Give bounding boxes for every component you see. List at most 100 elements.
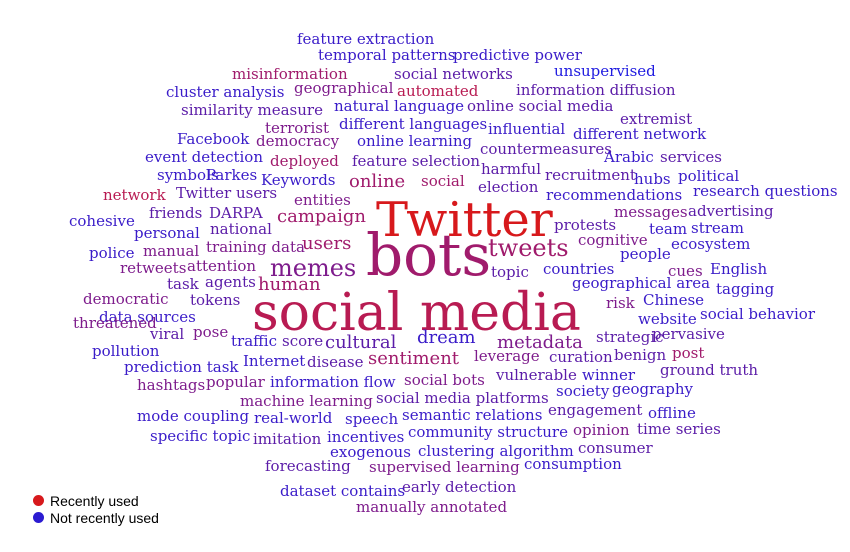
cloud-word: human — [258, 274, 321, 295]
cloud-word: pervasive — [652, 325, 725, 343]
cloud-word: similarity measure — [181, 101, 323, 119]
cloud-word: democratic — [83, 290, 168, 308]
cloud-word: Internet — [243, 352, 305, 370]
cloud-word: Chinese — [643, 291, 704, 309]
cloud-word: Twitter users — [176, 184, 277, 202]
cloud-word: manually annotated — [356, 498, 507, 516]
cloud-word: opinion — [573, 421, 630, 439]
cloud-word: harmful — [481, 160, 541, 178]
cloud-word: viral — [149, 325, 184, 343]
cloud-word: Keywords — [261, 171, 336, 189]
cloud-word: incentives — [327, 428, 404, 446]
cloud-word: hubs — [634, 170, 671, 188]
cloud-word: social bots — [404, 371, 485, 389]
cloud-word: personal — [134, 224, 200, 242]
cloud-word: network — [103, 186, 167, 204]
cloud-word: popular — [206, 373, 266, 391]
cloud-word: task — [167, 275, 200, 293]
cloud-word: social — [421, 172, 465, 190]
cloud-word: geography — [612, 380, 693, 398]
cloud-word: people — [620, 245, 671, 263]
cloud-word: extremist — [620, 110, 692, 128]
cloud-word: winner — [582, 366, 636, 384]
cloud-word: semantic relations — [402, 406, 542, 424]
cloud-word: different network — [573, 125, 707, 143]
cloud-word: cues — [668, 262, 703, 280]
cloud-word: temporal patterns — [318, 46, 455, 64]
cloud-word: clustering algorithm — [418, 442, 574, 460]
cloud-word: feature extraction — [297, 30, 435, 48]
cloud-word: vulnerable — [495, 366, 577, 384]
cloud-word: agents — [205, 273, 256, 291]
cloud-word: leverage — [474, 347, 540, 365]
cloud-word: threatened — [73, 314, 157, 332]
cloud-word: real-world — [254, 409, 333, 427]
cloud-word: website — [638, 310, 697, 328]
cloud-word: manual — [143, 242, 199, 260]
cloud-word: friends — [149, 204, 202, 222]
cloud-word: political — [678, 167, 739, 185]
cloud-word: exogenous — [330, 443, 411, 461]
cloud-word: pollution — [92, 342, 160, 360]
cloud-word: tweets — [488, 234, 569, 262]
cloud-word: online social media — [467, 97, 614, 115]
cloud-word: community structure — [408, 423, 568, 441]
cloud-word: social networks — [394, 65, 513, 83]
cloud-word: geographical — [294, 79, 394, 97]
legend-item-not-recent: Not recently used — [33, 509, 159, 526]
cloud-word: supervised learning — [369, 458, 520, 476]
cloud-word: Twitter — [376, 192, 553, 248]
cloud-word: consumption — [524, 455, 622, 473]
cloud-word: risk — [606, 294, 636, 312]
cloud-word: feature selection — [352, 152, 480, 170]
cloud-word: English — [710, 260, 768, 278]
cloud-word: retweets — [120, 259, 186, 277]
cloud-word: memes — [270, 254, 356, 282]
cloud-word: ecosystem — [671, 235, 750, 253]
cloud-word: hashtags — [137, 376, 205, 394]
cloud-word: metadata — [497, 332, 583, 353]
cloud-word: research questions — [693, 182, 838, 200]
cloud-word: countries — [543, 260, 614, 278]
cloud-word: democracy — [256, 132, 340, 150]
cloud-word: social media — [252, 283, 581, 343]
cloud-word: geographical area — [572, 274, 710, 292]
cloud-word: users — [302, 233, 351, 254]
cloud-word: society — [556, 382, 610, 400]
cloud-word: cognitive — [578, 231, 648, 249]
cloud-word: sentiment — [368, 348, 460, 369]
cloud-word: ground truth — [660, 361, 758, 379]
cloud-word: Parkes — [206, 166, 257, 184]
cloud-word: entities — [294, 191, 351, 209]
cloud-word: election — [478, 178, 539, 196]
cloud-word: protests — [554, 216, 616, 234]
cloud-word: recommendations — [546, 186, 682, 204]
red-dot-icon — [33, 495, 44, 506]
cloud-word: mode coupling — [137, 407, 249, 425]
cloud-word: automated — [397, 82, 479, 100]
cloud-word: messages — [614, 203, 688, 221]
cloud-word: topic — [491, 263, 529, 281]
cloud-word: data sources — [99, 308, 196, 326]
cloud-word: dataset contains — [280, 482, 405, 500]
cloud-word: Facebook — [177, 130, 250, 148]
cloud-word: DARPA — [209, 204, 263, 222]
cloud-word: online — [349, 171, 405, 192]
legend: Recently used Not recently used — [33, 492, 159, 526]
cloud-word: information flow — [270, 373, 396, 391]
cloud-word: influential — [488, 120, 565, 138]
cloud-word: campaign — [277, 206, 366, 227]
cloud-word: specific topic — [150, 427, 250, 445]
cloud-word: traffic — [231, 332, 277, 350]
cloud-word: score — [282, 332, 323, 350]
cloud-word: disease — [307, 353, 364, 371]
cloud-word: engagement — [548, 401, 642, 419]
cloud-word: training data — [206, 238, 305, 256]
cloud-word: information diffusion — [516, 81, 676, 99]
cloud-word: national — [210, 220, 272, 238]
cloud-word: benign — [614, 346, 667, 364]
cloud-word: early detection — [402, 478, 517, 496]
cloud-word: curation — [549, 348, 613, 366]
cloud-word: cohesive — [69, 212, 135, 230]
